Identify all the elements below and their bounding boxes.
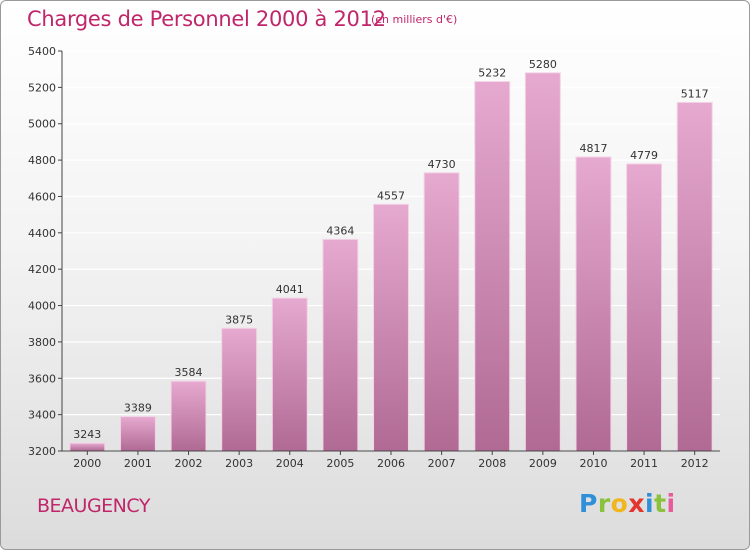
y-tick-label: 3400 [28,409,56,422]
bar-2000 [69,442,106,452]
bar-2005 [322,238,359,452]
value-label: 3875 [225,313,253,326]
bar-2003 [221,327,258,452]
y-tick-label: 4600 [28,190,56,203]
chart-title: Charges de Personnel 2000 à 2012 [27,7,386,31]
x-tick-label: 2009 [529,457,557,470]
value-label: 5117 [681,87,709,100]
value-labels: 3243 3389 3584 3875 4041 4364 4557 4730 5232 5280… [73,58,708,441]
x-tick-label: 2007 [428,457,456,470]
y-tick-label: 3800 [28,336,56,349]
axes: 3200 3400 3600 3800 4000 4200 4400 4600 4800 5000… [28,45,720,470]
x-tick-label: 2005 [326,457,354,470]
y-tick-label: 3600 [28,372,56,385]
value-label: 4779 [630,149,658,162]
bar-2001 [119,416,156,452]
y-tick-label: 3200 [28,445,56,458]
x-tick-label: 2006 [377,457,405,470]
y-tick-label: 4200 [28,263,56,276]
x-tick-label: 2004 [276,457,304,470]
value-label: 3584 [175,366,203,379]
value-label: 4730 [428,158,456,171]
bar-2002 [170,380,207,452]
y-tick-label: 5000 [28,118,56,131]
value-label: 4364 [326,224,354,237]
place-name: BEAUGENCY [37,495,150,517]
x-tick-label: 2008 [478,457,506,470]
bars [69,72,713,452]
y-tick-label: 4000 [28,300,56,313]
x-tick-label: 2010 [579,457,607,470]
x-tick-label: 2003 [225,457,253,470]
value-label: 4817 [579,142,607,155]
bar-2011 [626,163,663,452]
bar-2010 [575,156,612,452]
x-tick-label: 2011 [630,457,658,470]
value-label: 5280 [529,58,557,71]
value-label: 3389 [124,402,152,415]
proxiti-logo: Proxiti [579,489,676,518]
x-tick-label: 2002 [175,457,203,470]
bar-2012 [676,101,713,452]
value-label: 4041 [276,283,304,296]
y-tick-label: 4800 [28,154,56,167]
value-label: 4557 [377,189,405,202]
x-tick-label: 2012 [681,457,709,470]
value-label: 3243 [73,428,101,441]
x-tick-label: 2001 [124,457,152,470]
y-tick-label: 5400 [28,45,56,58]
bar-2008 [474,81,511,452]
bar-2009 [524,72,561,452]
bar-2007 [423,172,460,452]
value-label: 5232 [478,67,506,80]
y-tick-label: 5200 [28,81,56,94]
y-tick-label: 4400 [28,227,56,240]
bar-2004 [271,297,308,452]
x-tick-label: 2000 [73,457,101,470]
bar-2006 [373,203,409,452]
chart-subtitle: (en milliers d'€) [371,13,458,26]
